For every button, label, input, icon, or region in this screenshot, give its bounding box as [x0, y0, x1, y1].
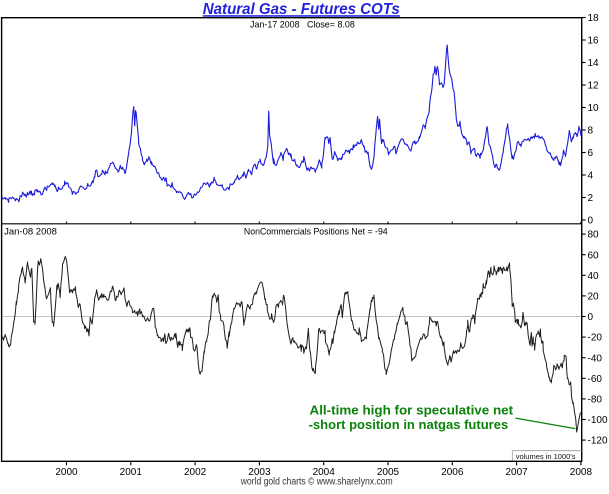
- svg-text:0: 0: [588, 312, 594, 323]
- svg-text:2000: 2000: [55, 467, 78, 478]
- svg-text:Jan-08 2008: Jan-08 2008: [4, 226, 57, 237]
- svg-text:volumes in 1000's: volumes in 1000's: [516, 452, 576, 461]
- svg-text:16: 16: [588, 36, 600, 47]
- svg-text:-60: -60: [588, 374, 603, 385]
- svg-text:10: 10: [588, 103, 600, 114]
- svg-text:2002: 2002: [184, 467, 207, 478]
- svg-text:2008: 2008: [570, 467, 593, 478]
- svg-text:4: 4: [588, 171, 594, 182]
- svg-text:2003: 2003: [248, 467, 271, 478]
- svg-text:Jan-17 2008 Close= 8.08: Jan-17 2008 Close= 8.08: [250, 19, 355, 30]
- svg-text:2006: 2006: [441, 467, 464, 478]
- svg-text:world gold charts © www.sharel: world gold charts © www.sharelynx.com: [240, 476, 393, 487]
- svg-text:80: 80: [588, 230, 600, 241]
- svg-text:2004: 2004: [313, 467, 336, 478]
- svg-text:2005: 2005: [377, 467, 400, 478]
- svg-text:6: 6: [588, 148, 594, 159]
- svg-text:-120: -120: [588, 436, 608, 447]
- svg-text:2: 2: [588, 193, 594, 204]
- svg-text:14: 14: [588, 58, 600, 69]
- svg-text:2007: 2007: [505, 467, 528, 478]
- svg-text:NonCommercials Positions Net =: NonCommercials Positions Net = -94: [244, 227, 388, 238]
- svg-text:20: 20: [588, 292, 600, 303]
- svg-text:Natural Gas - Futures COTs: Natural Gas - Futures COTs: [203, 1, 400, 18]
- svg-text:-20: -20: [588, 333, 603, 344]
- svg-text:-40: -40: [588, 353, 603, 364]
- svg-text:-100: -100: [588, 415, 608, 426]
- svg-text:-short position in natgas futu: -short position in natgas futures: [309, 417, 509, 432]
- svg-text:All-time high for speculative: All-time high for speculative net: [310, 403, 514, 418]
- svg-text:0: 0: [588, 216, 594, 227]
- svg-text:8: 8: [588, 126, 594, 137]
- svg-text:-80: -80: [588, 395, 603, 406]
- svg-text:12: 12: [588, 81, 600, 92]
- svg-text:40: 40: [588, 271, 600, 282]
- svg-text:60: 60: [588, 250, 600, 261]
- svg-text:2001: 2001: [120, 467, 143, 478]
- svg-text:18: 18: [588, 13, 600, 24]
